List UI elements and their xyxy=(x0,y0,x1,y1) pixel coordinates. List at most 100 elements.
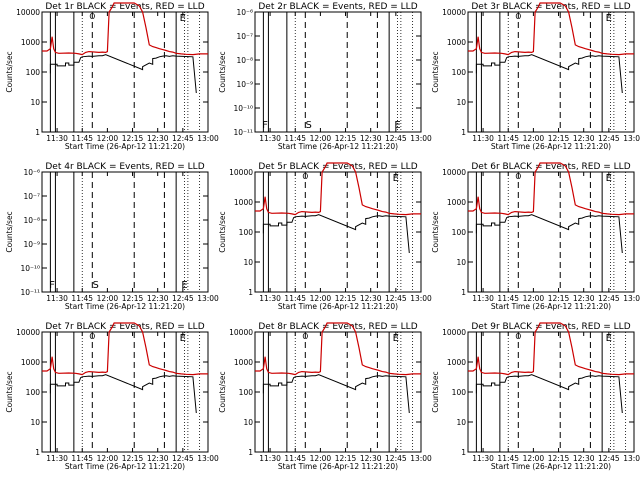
x-tick-label: 12:00 xyxy=(523,454,545,463)
x-axis-label: Start Time (26-Apr-12 11:21:20) xyxy=(278,142,398,151)
y-tick-label: 1 xyxy=(35,128,40,137)
y-tick-label: 10000 xyxy=(16,8,40,17)
x-tick-label: 13:00 xyxy=(410,134,432,143)
x-tick-label: 13:00 xyxy=(410,294,432,303)
panel-2: Det 2r BLACK = Events, RED = LLD 11:30 11:… xyxy=(218,2,432,151)
y-tick-label: 10⁻¹⁰ xyxy=(233,104,253,113)
x-tick-label: 12:45 xyxy=(598,134,620,143)
plot-frame xyxy=(467,11,635,133)
y-tick-label: 1 xyxy=(461,128,466,137)
panel-title: Det 6r BLACK = Events, RED = LLD xyxy=(471,162,630,172)
x-tick-label: 11:45 xyxy=(284,134,306,143)
x-tick-label: 11:30 xyxy=(46,454,68,463)
panel-title: Det 3r BLACK = Events, RED = LLD xyxy=(471,2,630,12)
x-axis-label: Start Time (26-Apr-12 11:21:20) xyxy=(65,302,185,311)
x-tick-label: 13:00 xyxy=(197,454,219,463)
x-tick-label: 12:00 xyxy=(310,454,332,463)
x-axis-label: Start Time (26-Apr-12 11:21:20) xyxy=(278,462,398,471)
series-lld-line xyxy=(468,322,634,376)
marker-label: E xyxy=(181,280,187,291)
series-events-line xyxy=(262,374,410,414)
y-tick-label: 10000 xyxy=(442,328,466,337)
marker-label: F xyxy=(262,120,268,131)
x-tick-label: 11:30 xyxy=(46,294,68,303)
x-tick-label: 12:00 xyxy=(97,454,119,463)
x-tick-label: 12:30 xyxy=(147,454,169,463)
y-tick-label: 1000 xyxy=(234,358,253,367)
panel-title: Det 4r BLACK = Events, RED = LLD xyxy=(45,162,204,172)
series-events-line xyxy=(49,374,197,414)
series-lld-line xyxy=(468,2,634,56)
x-tick-label: 12:15 xyxy=(335,134,357,143)
marker-label: O xyxy=(302,172,308,181)
y-tick-label: 10⁻⁷ xyxy=(23,192,40,201)
x-tick-label: 12:15 xyxy=(122,134,144,143)
x-tick-label: 12:00 xyxy=(523,134,545,143)
x-tick-label: 13:00 xyxy=(623,454,640,463)
series-lld-line xyxy=(42,322,208,376)
plot-frame xyxy=(41,331,209,453)
y-tick-label: 10⁻⁹ xyxy=(236,80,253,89)
y-axis-label: Counts/sec xyxy=(218,211,227,252)
panel-9: Det 9r BLACK = Events, RED = LLD 11:30 11:… xyxy=(431,322,640,471)
plot-frame xyxy=(254,11,422,133)
panel-7: Det 7r BLACK = Events, RED = LLD 11:30 11:… xyxy=(5,322,219,471)
x-tick-label: 12:15 xyxy=(335,454,357,463)
x-tick-label: 12:30 xyxy=(573,134,595,143)
y-tick-label: 1 xyxy=(35,448,40,457)
x-tick-label: 12:45 xyxy=(172,134,194,143)
panel-4: Det 4r BLACK = Events, RED = LLD 11:30 11:… xyxy=(5,162,219,311)
series-events-line xyxy=(475,214,623,254)
x-axis-label: Start Time (26-Apr-12 11:21:20) xyxy=(491,462,611,471)
y-tick-label: 10000 xyxy=(229,328,253,337)
y-tick-label: 10⁻⁶ xyxy=(236,8,253,17)
x-tick-label: 12:30 xyxy=(147,134,169,143)
x-tick-label: 12:45 xyxy=(385,454,407,463)
panel-5: Det 5r BLACK = Events, RED = LLD 11:30 11:… xyxy=(218,162,432,311)
x-tick-label: 11:30 xyxy=(472,134,494,143)
y-tick-label: 10 xyxy=(456,418,466,427)
plot-frame xyxy=(41,11,209,133)
series-events-line xyxy=(49,54,197,94)
x-tick-label: 12:30 xyxy=(360,134,382,143)
y-tick-label: 1 xyxy=(461,288,466,297)
y-tick-label: 10000 xyxy=(442,168,466,177)
panel-8: Det 8r BLACK = Events, RED = LLD 11:30 11:… xyxy=(218,322,432,471)
x-tick-label: 12:45 xyxy=(385,294,407,303)
x-tick-label: 12:45 xyxy=(172,294,194,303)
x-tick-label: 12:30 xyxy=(360,294,382,303)
x-tick-label: 13:00 xyxy=(197,134,219,143)
x-tick-label: 11:45 xyxy=(284,454,306,463)
x-tick-label: 12:00 xyxy=(523,294,545,303)
x-tick-label: 11:45 xyxy=(284,294,306,303)
x-tick-label: 11:45 xyxy=(497,454,519,463)
y-tick-label: 10 xyxy=(456,258,466,267)
x-tick-label: 11:30 xyxy=(46,134,68,143)
y-tick-label: 1000 xyxy=(447,38,466,47)
x-tick-label: 12:45 xyxy=(598,294,620,303)
x-tick-label: 12:15 xyxy=(548,454,570,463)
y-tick-label: 1000 xyxy=(447,198,466,207)
y-tick-label: 10⁻⁹ xyxy=(23,240,40,249)
y-tick-label: 100 xyxy=(26,388,41,397)
y-axis-label: Counts/sec xyxy=(218,51,227,92)
y-tick-label: 10⁻¹¹ xyxy=(233,128,253,137)
y-tick-label: 10⁻⁸ xyxy=(23,216,40,225)
y-tick-label: 10 xyxy=(456,98,466,107)
y-tick-label: 100 xyxy=(452,68,467,77)
marker-label: E xyxy=(394,120,400,131)
panel-title: Det 8r BLACK = Events, RED = LLD xyxy=(258,322,417,332)
y-axis-label: Counts/sec xyxy=(218,371,227,412)
panel-6: Det 6r BLACK = Events, RED = LLD 11:30 11:… xyxy=(431,162,640,311)
x-axis-label: Start Time (26-Apr-12 11:21:20) xyxy=(491,302,611,311)
y-axis-label: Counts/sec xyxy=(431,211,440,252)
x-tick-label: 12:30 xyxy=(360,454,382,463)
series-events-line xyxy=(262,214,410,254)
marker-label: E xyxy=(393,333,399,344)
marker-label: S xyxy=(305,120,311,131)
y-tick-label: 10⁻⁶ xyxy=(23,168,40,177)
panel-1: Det 1r BLACK = Events, RED = LLD 11:30 11:… xyxy=(5,2,219,151)
plot-frame xyxy=(467,171,635,293)
panel-title: Det 1r BLACK = Events, RED = LLD xyxy=(45,2,204,12)
